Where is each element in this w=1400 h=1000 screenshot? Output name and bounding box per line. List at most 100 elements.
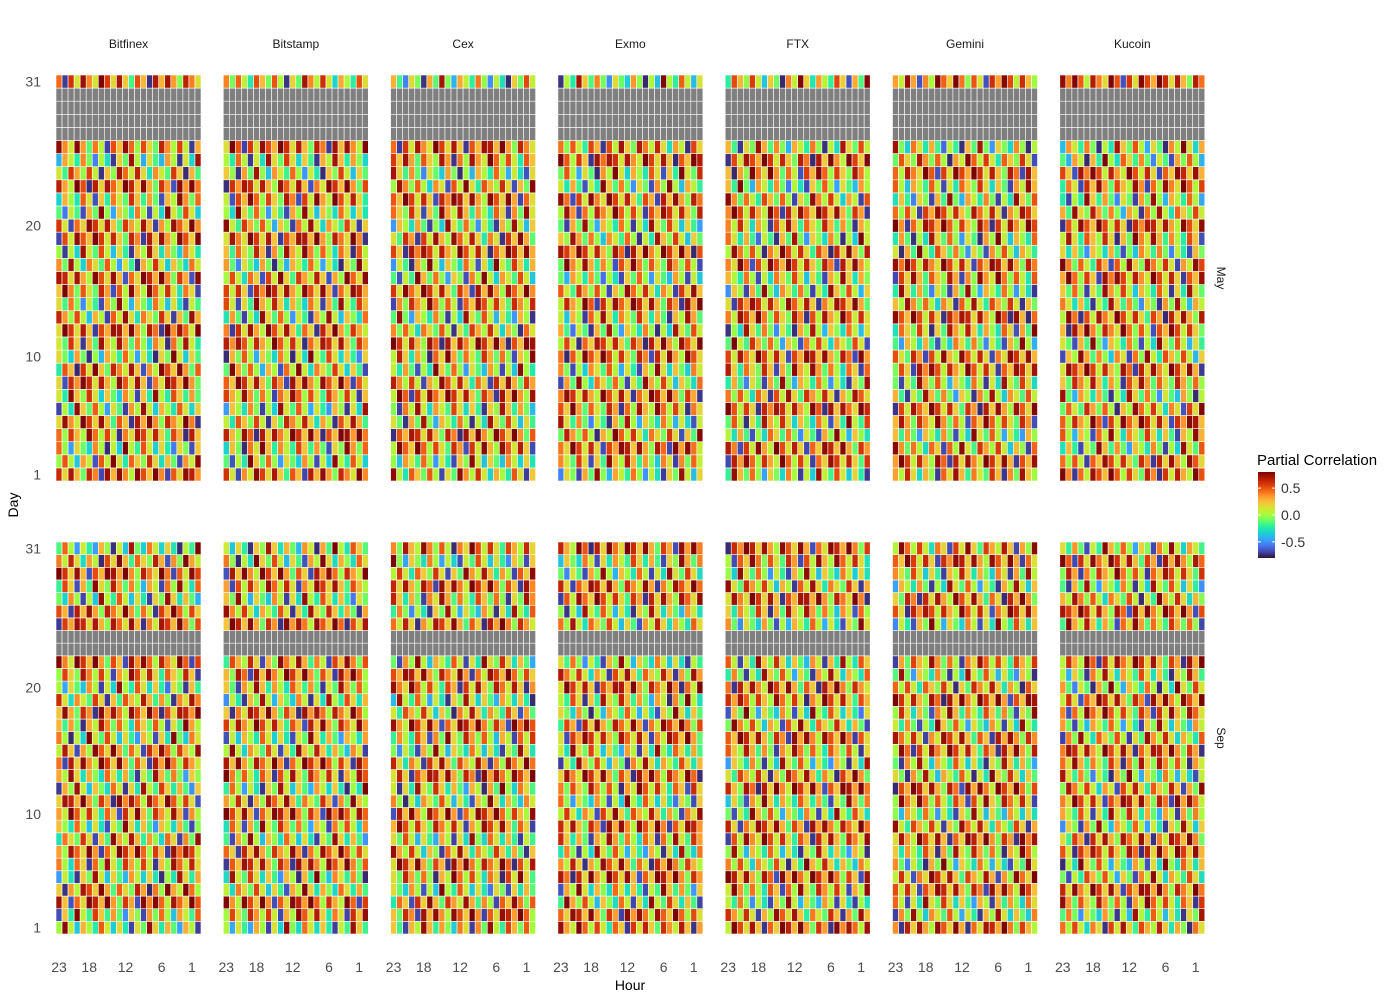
heatmap-cell: [474, 592, 482, 606]
heatmap-cell: [116, 258, 123, 272]
heatmap-cell: [678, 428, 686, 443]
heatmap-cell: [349, 336, 357, 351]
heatmap-cell: [396, 870, 403, 884]
heatmap-cell: [319, 668, 327, 682]
heatmap-cell: [408, 807, 416, 821]
heatmap-cell: [182, 271, 190, 285]
heatmap-cell: [438, 166, 446, 181]
heatmap-cell: [85, 857, 93, 872]
heatmap-cell: [265, 895, 272, 910]
heatmap-cell: [176, 231, 184, 246]
heatmap-cell: [511, 389, 518, 403]
heatmap-cell: [73, 375, 81, 390]
heatmap-cell: [313, 192, 321, 207]
heatmap-cell: [361, 153, 369, 167]
heatmap-cell: [253, 205, 260, 220]
heatmap-cell: [450, 781, 458, 796]
heatmap-cell: [450, 179, 458, 194]
heatmap-cell: [73, 166, 81, 181]
heatmap-cell: [672, 415, 680, 429]
heatmap-cell: [110, 100, 117, 115]
heatmap-cell: [55, 127, 63, 141]
heatmap-cell: [325, 467, 333, 482]
heatmap-cell: [122, 218, 129, 233]
heatmap-cell: [116, 454, 123, 469]
heatmap-cell: [517, 680, 524, 695]
heatmap-cell: [462, 467, 470, 482]
heatmap-cell: [563, 205, 571, 220]
heatmap-cell: [134, 113, 141, 128]
heatmap-cell: [456, 140, 464, 154]
heatmap-cell: [684, 362, 692, 377]
heatmap-cell: [557, 336, 565, 351]
heatmap-cell: [450, 744, 458, 758]
heatmap-cell: [343, 668, 351, 682]
heatmap-cell: [146, 375, 153, 390]
heatmap-cell: [349, 349, 357, 364]
heatmap-cell: [402, 127, 410, 141]
heatmap-cell: [408, 895, 416, 910]
heatmap-cell: [444, 769, 452, 783]
heatmap-cell: [110, 819, 117, 834]
heatmap-cell: [523, 284, 530, 298]
heatmap-cell: [462, 794, 470, 808]
heatmap-cell: [152, 794, 160, 808]
heatmap-cell: [462, 166, 470, 181]
heatmap-cell: [91, 870, 99, 884]
heatmap-cell: [611, 441, 619, 456]
heatmap-cell: [396, 284, 403, 298]
heatmap-cell: [444, 87, 452, 102]
heatmap-cell: [313, 883, 321, 897]
heatmap-cell: [414, 74, 422, 89]
heatmap-cell: [128, 895, 135, 910]
heatmap-cell: [420, 467, 428, 482]
heatmap-cell: [599, 467, 607, 482]
heatmap-cell: [319, 781, 327, 796]
heatmap-cell: [523, 592, 530, 606]
heatmap-cell: [438, 179, 446, 194]
heatmap-cell: [253, 756, 260, 770]
heatmap-cell: [349, 895, 357, 910]
heatmap-cell: [128, 179, 135, 194]
heatmap-cell: [331, 781, 339, 796]
heatmap-cell: [462, 258, 470, 272]
heatmap-cell: [337, 908, 345, 922]
heatmap-cell: [408, 566, 416, 581]
heatmap-cell: [420, 706, 428, 720]
heatmap-cell: [396, 541, 403, 555]
heatmap-cell: [517, 258, 524, 272]
heatmap-cell: [61, 441, 69, 456]
heatmap-cell: [523, 630, 530, 644]
heatmap-cell: [523, 706, 530, 720]
heatmap-cell: [134, 744, 141, 758]
heatmap-cell: [517, 617, 524, 631]
heatmap-cell: [73, 668, 81, 682]
heatmap-cell: [104, 87, 111, 102]
heatmap-cell: [247, 832, 254, 846]
heatmap-cell: [450, 845, 458, 859]
heatmap-cell: [402, 655, 410, 669]
heatmap-cell: [468, 375, 476, 390]
heatmap-cell: [529, 389, 536, 403]
x-tick-label: 1: [523, 959, 531, 975]
heatmap-cell: [259, 271, 266, 285]
heatmap-cell: [319, 718, 327, 732]
heatmap-cell: [289, 74, 297, 89]
heatmap-cell: [414, 362, 422, 377]
heatmap-cell: [581, 218, 589, 233]
heatmap-cell: [229, 284, 236, 298]
heatmap-cell: [593, 375, 601, 390]
heatmap-cell: [271, 680, 278, 695]
heatmap-cell: [73, 744, 81, 758]
heatmap-cell: [605, 415, 613, 429]
heatmap-cell: [450, 389, 458, 403]
heatmap-cell: [241, 441, 248, 456]
heatmap-cell: [194, 566, 202, 581]
heatmap-cell: [259, 604, 266, 619]
heatmap-cell: [331, 604, 339, 619]
heatmap-cell: [581, 349, 589, 364]
heatmap-cell: [456, 718, 464, 732]
heatmap-cell: [61, 127, 69, 141]
heatmap-cell: [648, 428, 655, 443]
heatmap-cell: [55, 454, 63, 469]
